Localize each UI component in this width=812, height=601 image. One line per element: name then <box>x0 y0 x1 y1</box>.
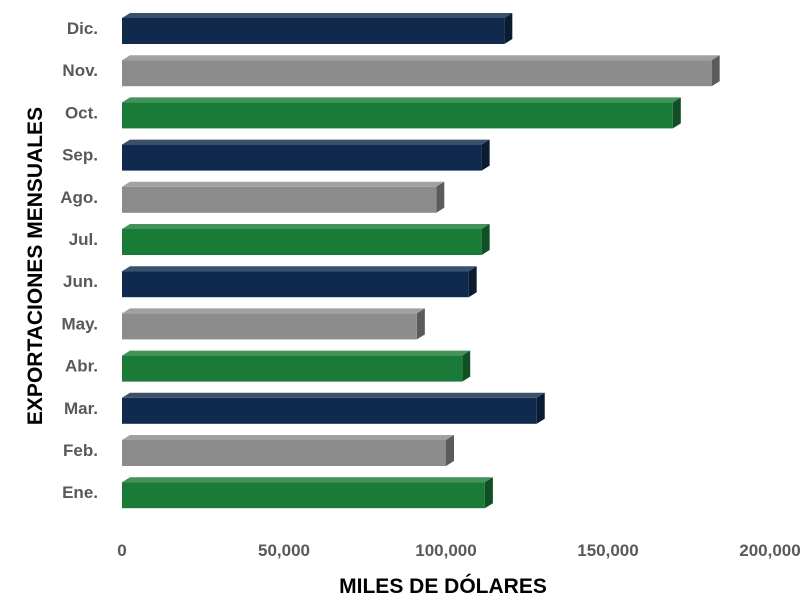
bar-front-face <box>122 18 505 44</box>
bar-jun <box>122 266 477 298</box>
y-tick-label: Oct. <box>65 103 98 122</box>
bar-front-face <box>122 60 712 87</box>
bar-side-face <box>484 477 493 509</box>
y-tick-label: Ene. <box>62 483 98 502</box>
bar-front-face <box>122 313 417 340</box>
bar-front-face <box>122 355 463 382</box>
x-tick-label: 0 <box>117 541 126 560</box>
bar-sep <box>122 139 490 171</box>
bar-oct <box>122 97 681 129</box>
bar-top-face <box>122 392 545 398</box>
x-tick-labels: 0 50,000 100,000 150,000 200,000 <box>117 541 800 560</box>
bar-feb <box>122 435 454 466</box>
bar-front-face <box>122 482 485 509</box>
bar-front-face <box>122 229 482 255</box>
bar-top-face <box>122 13 513 18</box>
bar-top-face <box>122 350 471 356</box>
bar-front-face <box>122 271 469 298</box>
y-tick-label: Jul. <box>69 230 98 249</box>
bar-side-face <box>672 97 681 129</box>
bar-side-face <box>468 266 477 298</box>
x-tick-label: 200,000 <box>739 541 800 560</box>
y-tick-label: Mar. <box>64 399 98 418</box>
y-tick-label: Dic. <box>67 19 98 38</box>
bar-dic <box>122 13 513 44</box>
bar-top-face <box>122 435 454 440</box>
bar-side-face <box>481 224 490 255</box>
bar-side-face <box>462 350 471 382</box>
bar-top-face <box>122 477 493 483</box>
bar-top-face <box>122 139 490 145</box>
bar-jul <box>122 224 490 255</box>
bar-side-face <box>711 55 720 87</box>
bar-side-face <box>446 435 454 466</box>
bar-front-face <box>122 186 437 213</box>
bar-front-face <box>122 144 482 171</box>
bar-front-face <box>122 440 446 466</box>
y-tick-label: Nov. <box>62 61 98 80</box>
y-tick-label: Feb. <box>63 441 98 460</box>
bar-top-face <box>122 97 681 103</box>
bar-side-face <box>436 181 445 213</box>
y-tick-label: Abr. <box>65 357 98 376</box>
bar-side-face <box>536 392 545 424</box>
y-tick-label: Sep. <box>62 146 98 165</box>
y-tick-label: May. <box>61 314 98 333</box>
y-axis-title: EXPORTACIONES MENSUALES <box>24 107 47 425</box>
bar-side-face <box>416 308 425 340</box>
bar-top-face <box>122 55 720 61</box>
bar-front-face <box>122 102 673 129</box>
bar-top-face <box>122 181 445 187</box>
bar-top-face <box>122 308 425 314</box>
x-tick-label: 150,000 <box>577 541 638 560</box>
bar-top-face <box>122 266 477 272</box>
bar-may <box>122 308 425 340</box>
bars-group <box>122 13 720 509</box>
x-axis-title: MILES DE DÓLARES <box>339 574 547 598</box>
bar-mar <box>122 392 545 424</box>
bar-ago <box>122 181 445 213</box>
bar-side-face <box>481 139 490 171</box>
bar-nov <box>122 55 720 87</box>
y-tick-label: Ago. <box>60 188 98 207</box>
y-tick-label: Jun. <box>63 272 98 291</box>
bar-top-face <box>122 224 490 229</box>
x-tick-label: 100,000 <box>415 541 476 560</box>
y-tick-labels: Dic. Nov. Oct. Sep. Ago. Jul. Jun. May. Abr. Mar.… <box>60 19 98 502</box>
bar-side-face <box>504 13 513 44</box>
bar-abr <box>122 350 471 382</box>
x-tick-label: 50,000 <box>258 541 310 560</box>
bar-front-face <box>122 397 537 424</box>
bar-ene <box>122 477 493 509</box>
